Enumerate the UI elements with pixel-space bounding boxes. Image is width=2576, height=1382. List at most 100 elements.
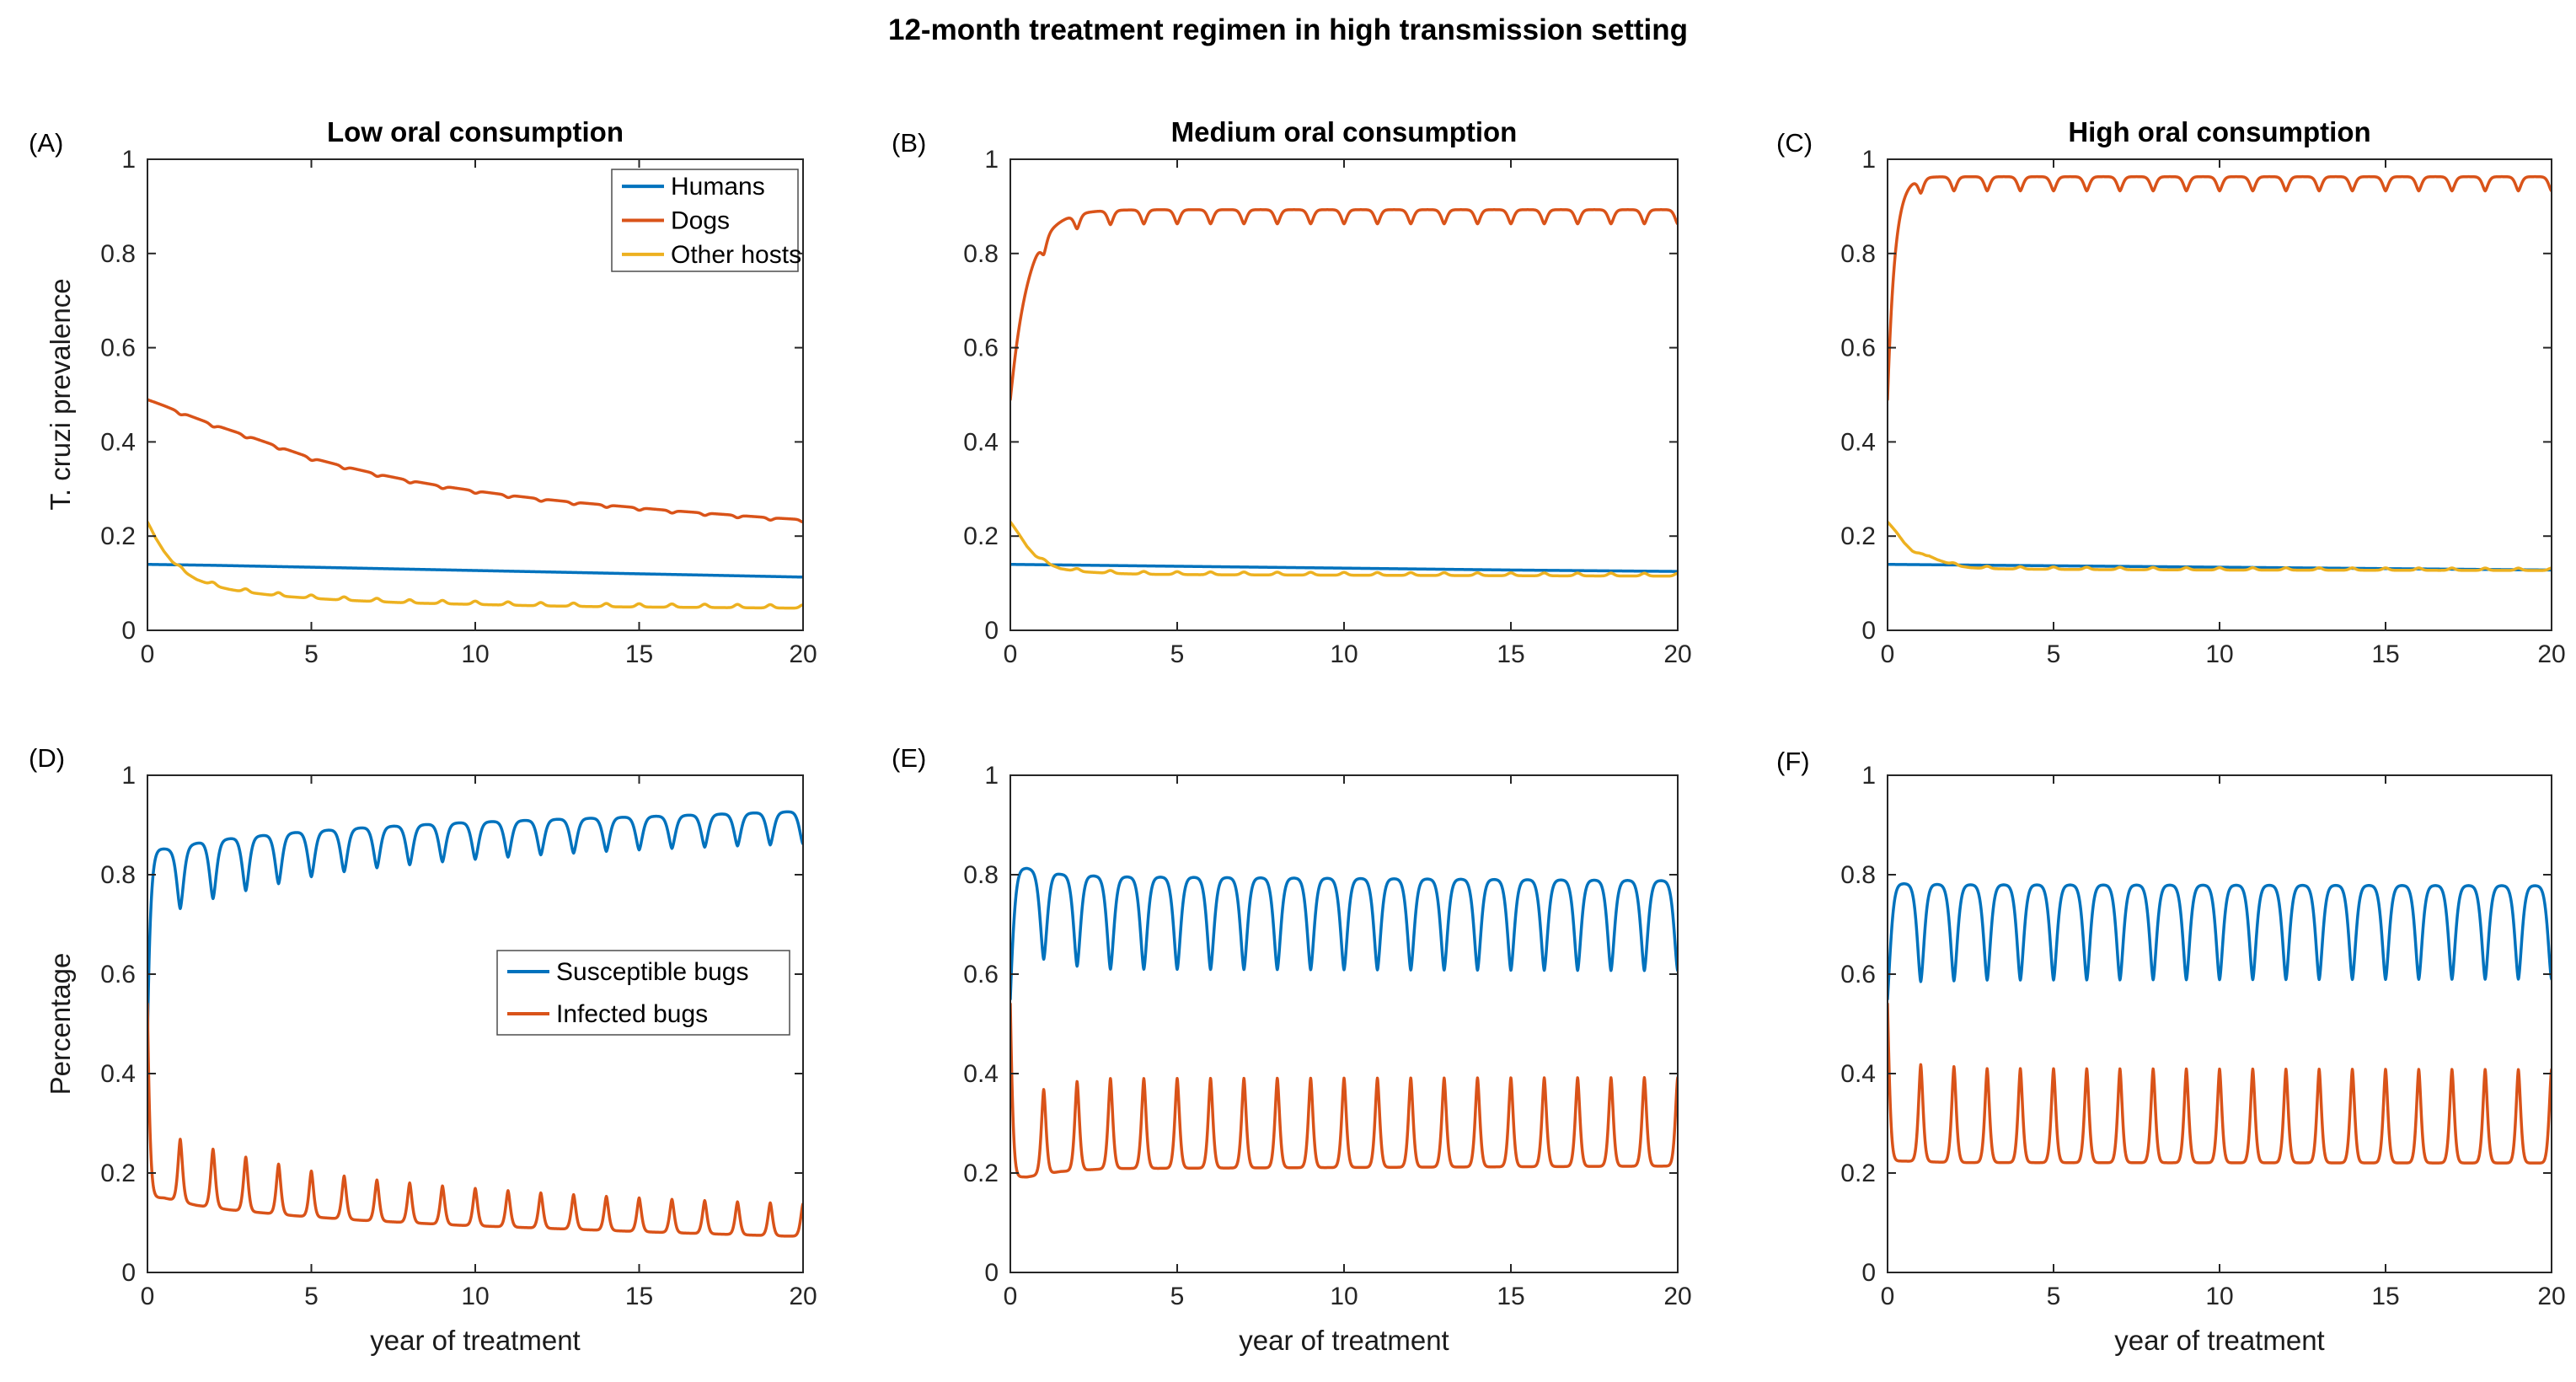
x-tick-label: 5 [2047, 1283, 2061, 1310]
y-tick-label: 0.2 [100, 522, 136, 550]
panel-a-tag: (A) [29, 128, 64, 158]
legend-label-dogs: Dogs [671, 207, 730, 235]
series-line-susceptible-bugs [1010, 866, 1678, 1001]
panel-curves [147, 398, 803, 610]
x-tick-label: 15 [2371, 1283, 2399, 1310]
series-line-susceptible-bugs [147, 810, 803, 1046]
y-tick-label: 0.2 [963, 522, 999, 550]
series-line-dogs [1010, 208, 1678, 401]
x-tick-label: 20 [2537, 1283, 2565, 1310]
axes-box [1887, 774, 2552, 1273]
y-tick-label: 0.2 [1840, 522, 1876, 550]
series-line-humans [1010, 562, 1678, 573]
x-tick-label: 0 [141, 1283, 155, 1310]
panel-e-tag: (E) [892, 743, 927, 773]
y-tick-label: 0.2 [963, 1160, 999, 1187]
axes-box [1887, 158, 2552, 631]
series-line-susceptible-bugs [1888, 881, 2552, 1001]
x-tick-label: 5 [304, 640, 319, 668]
panel-d-tag: (D) [29, 743, 66, 773]
y-tick-label: 0 [984, 617, 999, 645]
y-tick-label: 0.8 [100, 240, 136, 268]
y-tick-label: 1 [121, 146, 136, 174]
panel-f: 0 5 10 15 20 0 0.2 0.4 0.6 0.8 1 [1840, 762, 2565, 1310]
x-tick-label: 0 [1881, 640, 1895, 668]
series-line-infected-bugs [1888, 1002, 2552, 1165]
y-tick-label: 1 [984, 146, 999, 174]
y-tick-label: 0 [121, 1259, 136, 1287]
y-tick-label: 0 [984, 1259, 999, 1287]
series-line-infected-bugs [1010, 1002, 1678, 1179]
panel-e: 0 5 10 15 20 0 0.2 0.4 0.6 0.8 1 [963, 762, 1691, 1310]
y-tick-label: 0.4 [100, 1060, 136, 1088]
panel-e-xlabel: year of treatment [1239, 1325, 1449, 1356]
y-tick-label: 0.8 [1840, 240, 1876, 268]
y-tick-label: 0.6 [100, 335, 136, 362]
y-tick-label: 0.8 [963, 861, 999, 889]
x-tick-label: 20 [1663, 640, 1691, 668]
panel-curves [1888, 174, 2552, 572]
x-tick-label: 10 [461, 640, 489, 668]
x-tick-label: 10 [1330, 1283, 1358, 1310]
series-line-dogs [1888, 174, 2552, 401]
y-tick-label: 0.2 [1840, 1160, 1876, 1187]
series-line-dogs [147, 398, 803, 524]
x-tick-label: 0 [141, 640, 155, 668]
y-tick-label: 0.6 [1840, 335, 1876, 362]
series-line-humans [147, 562, 803, 579]
panel-a-title: Low oral consumption [327, 116, 624, 147]
x-tick-label: 20 [1663, 1283, 1691, 1310]
y-tick-label: 1 [1861, 762, 1876, 790]
y-tick-label: 0.4 [100, 428, 136, 456]
panel-curves [147, 810, 803, 1238]
panel-curves [1888, 881, 2552, 1165]
y-tick-label: 0.6 [963, 335, 999, 362]
y-tick-label: 1 [1861, 146, 1876, 174]
y-tick-label: 0.6 [1840, 961, 1876, 988]
x-tick-label: 5 [2047, 640, 2061, 668]
y-tick-label: 0.4 [1840, 428, 1876, 456]
x-tick-label: 10 [461, 1283, 489, 1310]
panel-curves [1010, 866, 1678, 1179]
axes-box [1010, 158, 1679, 631]
x-tick-label: 10 [2205, 1283, 2233, 1310]
series-line-other-hosts [1888, 520, 2552, 572]
x-tick-label: 0 [1881, 1283, 1895, 1310]
y-tick-label: 0 [121, 617, 136, 645]
panel-curves [1010, 208, 1678, 578]
y-tick-label: 1 [121, 762, 136, 790]
x-tick-label: 5 [304, 1283, 319, 1310]
y-tick-label: 0.6 [963, 961, 999, 988]
x-tick-label: 0 [1004, 640, 1018, 668]
y-tick-label: 0.2 [100, 1160, 136, 1187]
legend-label-humans: Humans [671, 173, 765, 201]
y-tick-label: 0 [1861, 1259, 1876, 1287]
panel-f-tag: (F) [1776, 747, 1810, 776]
legend-label-other-hosts: Other hosts [671, 241, 801, 269]
panel-a-ylabel: T. cruzi prevalence [45, 278, 76, 511]
panel-b-tag: (B) [892, 128, 927, 158]
series-line-other-hosts [147, 520, 803, 610]
y-tick-label: 0.4 [963, 428, 999, 456]
y-tick-label: 0.4 [1840, 1060, 1876, 1088]
x-tick-label: 20 [2537, 640, 2565, 668]
panel-a: 0 5 10 15 20 0 0.2 0.4 0.6 0.8 1 Humans Dogs Other ho… [100, 146, 817, 668]
panel-c-title: High oral consumption [2068, 116, 2371, 147]
legend: Susceptible bugs Infected bugs [496, 950, 790, 1036]
x-tick-label: 20 [789, 1283, 817, 1310]
x-tick-label: 15 [2371, 640, 2399, 668]
x-tick-label: 15 [1497, 640, 1524, 668]
panel-c-tag: (C) [1776, 128, 1813, 158]
y-tick-label: 0 [1861, 617, 1876, 645]
y-tick-label: 0.8 [100, 861, 136, 889]
x-tick-label: 5 [1170, 640, 1185, 668]
y-tick-label: 0.8 [963, 240, 999, 268]
axes-box [1010, 774, 1679, 1273]
panel-f-xlabel: year of treatment [2114, 1325, 2325, 1356]
legend: Humans Dogs Other hosts [611, 169, 801, 272]
panel-d-ylabel: Percentage [45, 952, 76, 1095]
y-tick-label: 0.4 [963, 1060, 999, 1088]
x-tick-label: 15 [625, 1283, 653, 1310]
